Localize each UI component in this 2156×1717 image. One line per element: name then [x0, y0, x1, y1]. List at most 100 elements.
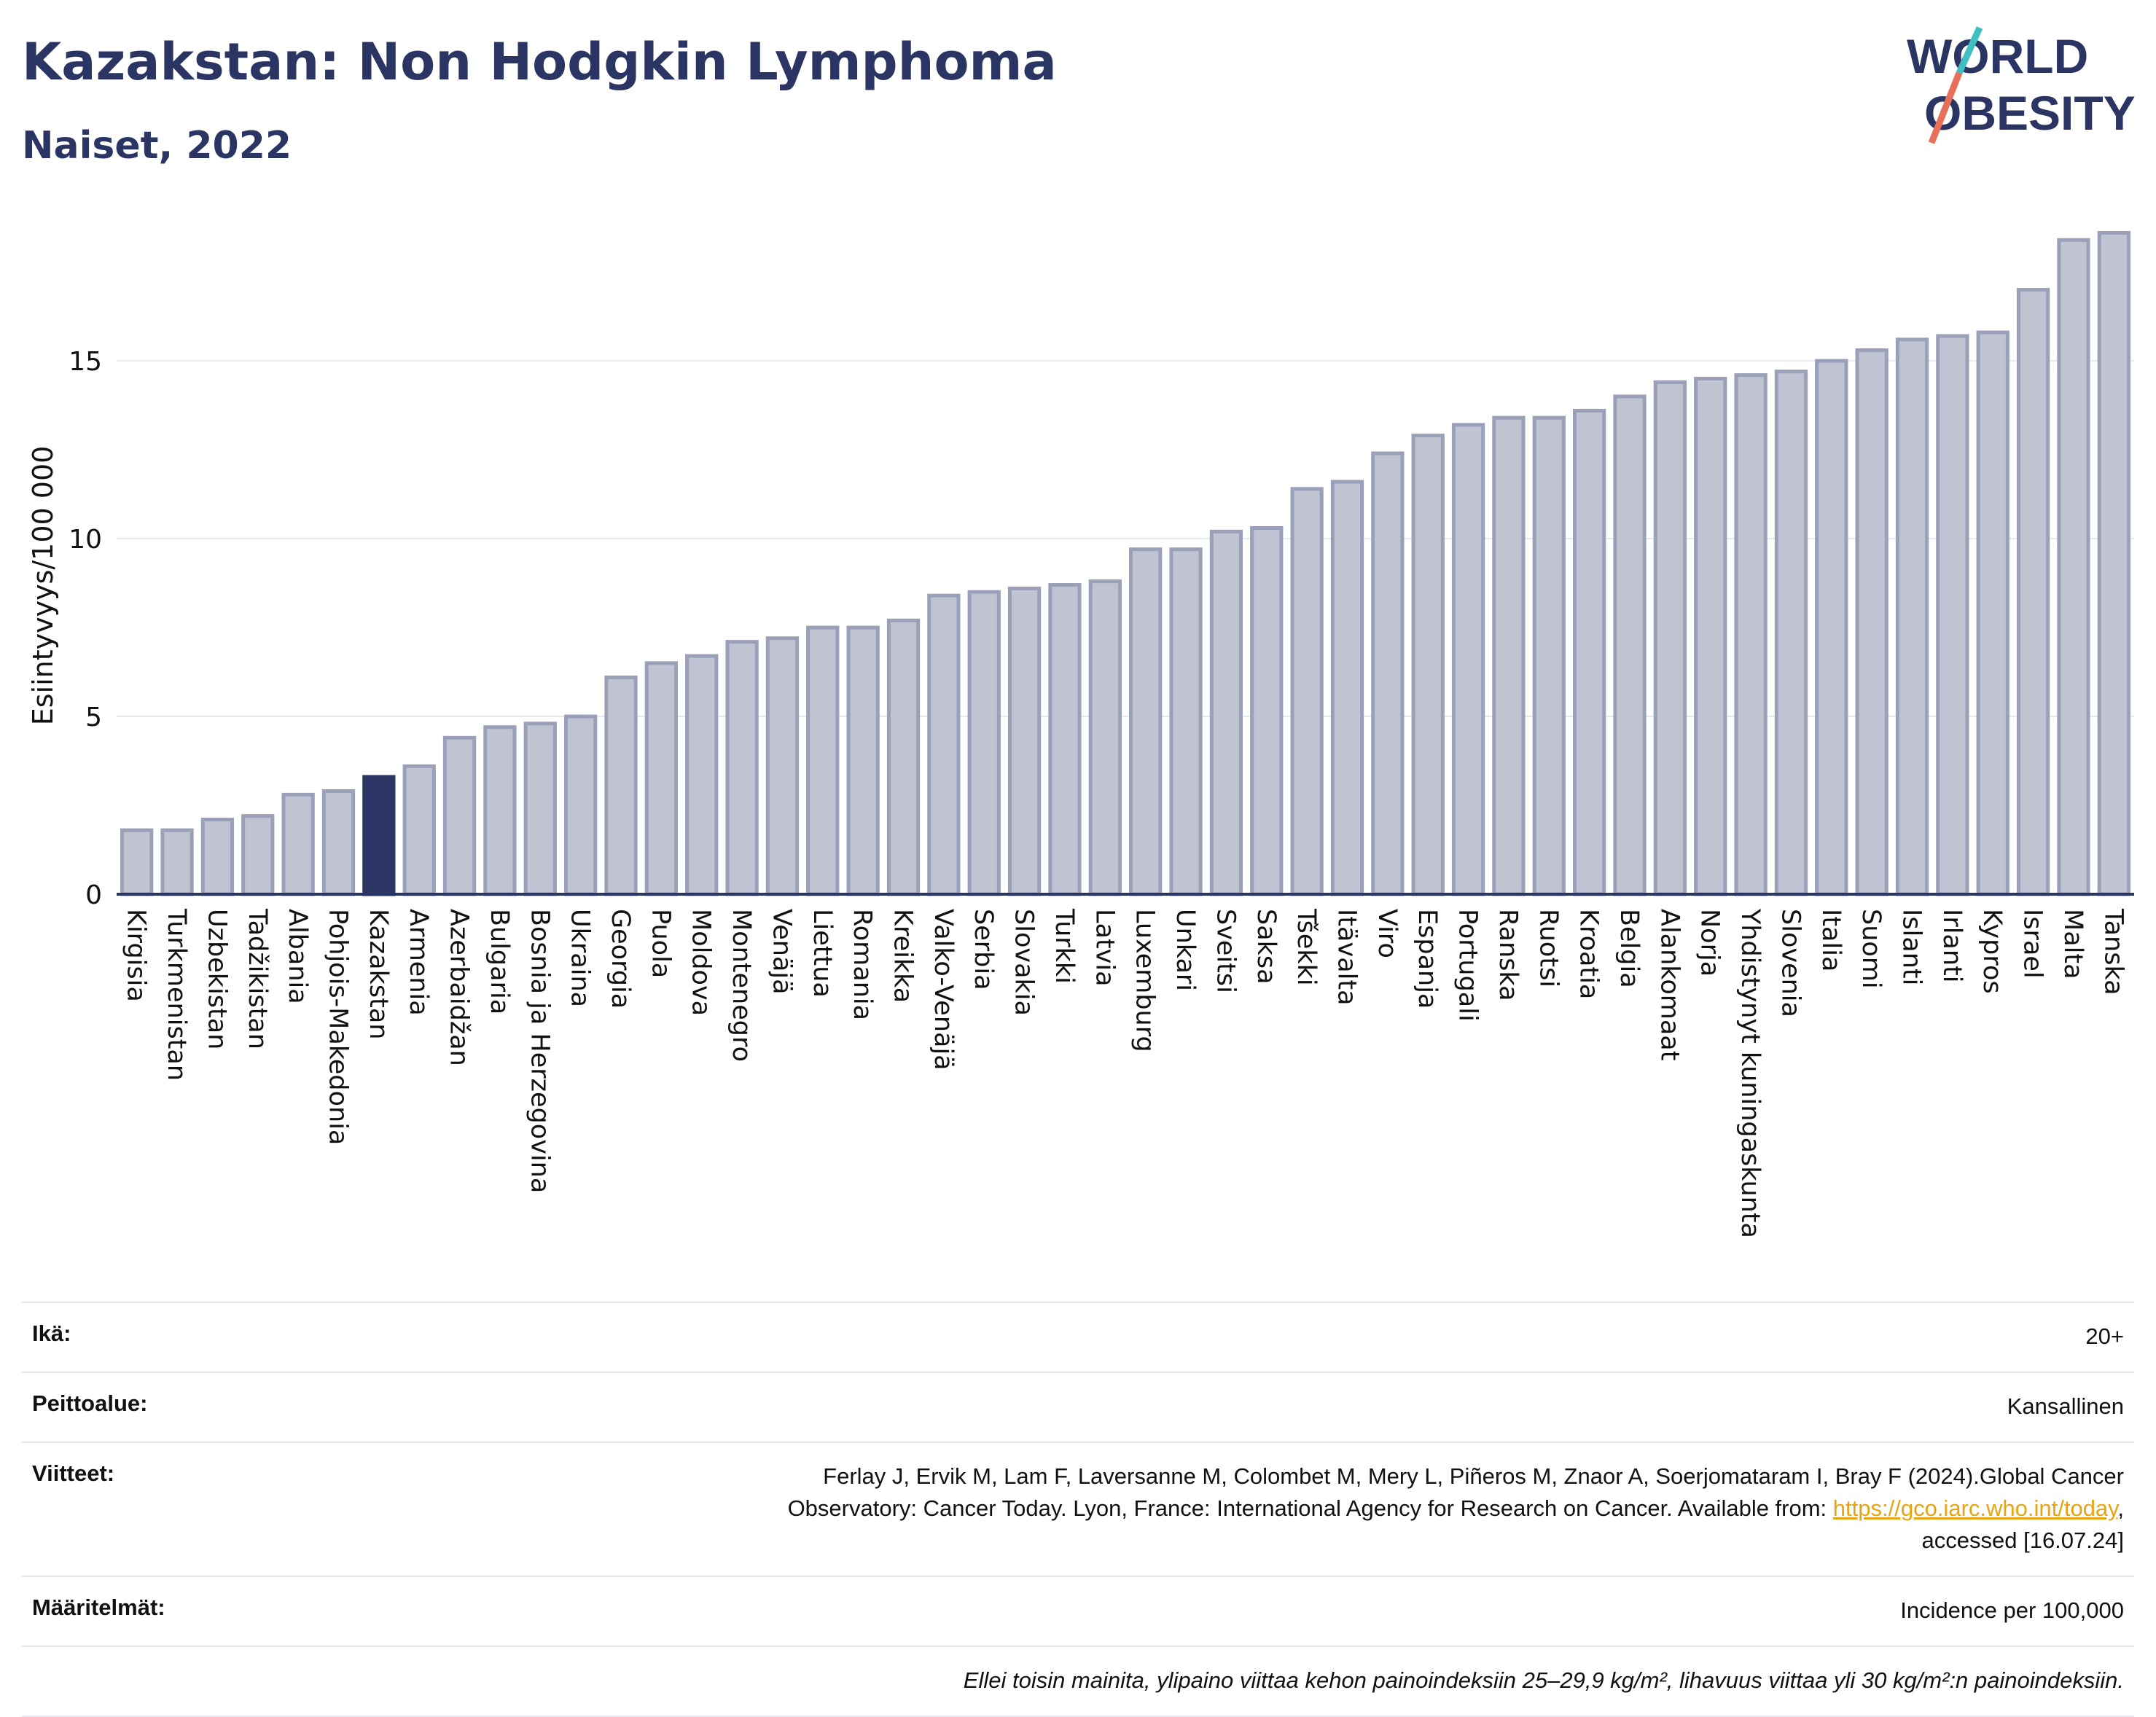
bar-uzbekistan[interactable]: [200, 818, 235, 896]
references-value: Ferlay J, Ervik M, Lam F, Laversanne M, …: [788, 1460, 2124, 1557]
metadata-table: Ikä: 20+ Peittoalue: Kansallinen Viittee…: [22, 1302, 2134, 1717]
coverage-label: Peittoalue:: [32, 1391, 148, 1416]
bar-albania[interactable]: [281, 792, 315, 896]
x-tick-label: Moldova: [687, 909, 716, 1016]
x-tick-label: Israel: [2018, 909, 2047, 979]
bar-armenia[interactable]: [402, 764, 436, 896]
x-tick-label: Itävalta: [1332, 909, 1361, 1006]
bar-norja[interactable]: [1694, 377, 1727, 896]
logo-line1: WORLD: [1907, 29, 2088, 83]
bar-romania[interactable]: [846, 625, 880, 896]
x-tick-label: Serbia: [969, 909, 998, 990]
x-tick-label: Kreikka: [888, 909, 918, 1003]
bar-ranska[interactable]: [1492, 415, 1526, 896]
bar-malta[interactable]: [2057, 238, 2090, 896]
x-tick-label: Turkki: [1050, 908, 1079, 984]
x-tick-label: Kroatia: [1574, 909, 1604, 999]
bar-it-valta[interactable]: [1330, 480, 1364, 896]
definitions-label: Määritelmät:: [32, 1595, 165, 1620]
footnote: Ellei toisin mainita, ylipaino viittaa k…: [963, 1667, 2124, 1693]
x-tick-label: Tšekki: [1292, 908, 1321, 986]
y-axis-label: Esiintyvyys/100 000: [27, 446, 59, 726]
y-tick-label: 10: [69, 525, 102, 555]
bar-puola[interactable]: [644, 661, 679, 896]
bar-serbia[interactable]: [967, 590, 1001, 896]
bar-portugali[interactable]: [1451, 423, 1485, 896]
meta-row-coverage: Peittoalue: Kansallinen: [22, 1372, 2134, 1442]
references-link[interactable]: https://gco.iarc.who.int/today: [1832, 1495, 2118, 1521]
bar-tanska[interactable]: [2097, 231, 2130, 896]
x-tick-label: Kazakstan: [364, 909, 393, 1039]
x-tick-label: Italia: [1816, 909, 1846, 971]
x-tick-label: Yhdistynyt kuningaskunta: [1735, 908, 1765, 1238]
bar-yhdistynyt-kuningaskunta[interactable]: [1734, 373, 1768, 896]
x-tick-label: Portugali: [1453, 909, 1483, 1022]
bar-slovakia[interactable]: [1007, 586, 1042, 896]
x-tick-label: Irlanti: [1937, 909, 1966, 983]
bar-liettua[interactable]: [806, 625, 840, 896]
bar-ven-j-[interactable]: [765, 636, 800, 896]
bar-islanti[interactable]: [1895, 337, 1929, 896]
x-tick-label: Kypros: [1977, 909, 2007, 994]
bar-suomi[interactable]: [1855, 348, 1889, 896]
bar-saksa[interactable]: [1250, 525, 1284, 896]
bar-turkki[interactable]: [1048, 583, 1082, 896]
x-tick-label: Latvia: [1090, 909, 1119, 987]
page-title: Kazakstan: Non Hodgkin Lymphoma: [22, 32, 1057, 92]
bar-azerbaid-an[interactable]: [442, 735, 477, 896]
logo-slash-top: [1956, 26, 1983, 74]
bar-ruotsi[interactable]: [1532, 415, 1566, 896]
x-tick-label: Malta: [2058, 909, 2087, 979]
bar-turkmenistan[interactable]: [160, 828, 194, 896]
references-line2-end: ,: [2117, 1495, 2124, 1521]
references-line2: Observatory: Cancer Today. Lyon, France:…: [787, 1495, 1833, 1521]
bar-sveitsi[interactable]: [1209, 529, 1243, 896]
bar-kreikka[interactable]: [886, 618, 921, 896]
bar-espanja[interactable]: [1411, 434, 1445, 896]
bar-alankomaat[interactable]: [1653, 380, 1687, 896]
y-tick-label: 0: [85, 880, 102, 910]
x-tick-label: Kirgisia: [122, 909, 151, 1002]
meta-row-note: Ellei toisin mainita, ylipaino viittaa k…: [22, 1646, 2134, 1717]
bar-ukraina[interactable]: [563, 714, 598, 896]
coverage-value: Kansallinen: [2007, 1393, 2124, 1419]
bar-italia[interactable]: [1815, 359, 1848, 896]
bar-moldova[interactable]: [685, 654, 719, 896]
logo-slash-bottom: [1928, 71, 1963, 144]
bar-bosnia-ja-herzegovina[interactable]: [523, 721, 557, 896]
bar-israel[interactable]: [2016, 288, 2050, 896]
bar-luxemburg[interactable]: [1129, 547, 1163, 896]
x-tick-label: Viro: [1372, 909, 1402, 958]
x-tick-label: Saksa: [1251, 909, 1281, 985]
bar-viro[interactable]: [1371, 451, 1405, 896]
x-tick-label: Albania: [283, 909, 312, 1004]
references-line3: accessed [16.07.24]: [1921, 1528, 2124, 1553]
x-tick-label: Islanti: [1897, 909, 1926, 985]
bar-kypros[interactable]: [1976, 330, 2009, 896]
bar-slovenia[interactable]: [1774, 369, 1808, 896]
x-tick-label: Espanja: [1413, 909, 1442, 1009]
bar-t-ekki[interactable]: [1290, 487, 1324, 896]
bar-valko-ven-j-[interactable]: [927, 593, 961, 896]
bar-montenegro[interactable]: [725, 640, 759, 896]
bar-latvia[interactable]: [1088, 579, 1122, 896]
bar-kirgisia[interactable]: [120, 828, 154, 896]
x-tick-label: Turkmenistan: [162, 908, 191, 1081]
bar-bulgaria[interactable]: [483, 725, 517, 896]
bar-tad-ikistan[interactable]: [241, 814, 275, 896]
y-tick-label: 15: [69, 347, 102, 377]
bar-pohjois-makedonia[interactable]: [321, 789, 356, 896]
x-tick-label: Georgia: [606, 909, 635, 1009]
bar-irlanti[interactable]: [1936, 334, 1969, 896]
logo-line2: OBESITY: [1924, 86, 2136, 140]
bar-belgia[interactable]: [1613, 394, 1647, 896]
references-line1: Ferlay J, Ervik M, Lam F, Laversanne M, …: [823, 1463, 2124, 1489]
bar-unkari[interactable]: [1169, 547, 1203, 896]
bar-kazakstan[interactable]: [362, 775, 396, 896]
bar-kroatia[interactable]: [1572, 408, 1606, 896]
x-tick-label: Belgia: [1614, 909, 1644, 988]
age-value: 20+: [2085, 1323, 2124, 1349]
x-tick-label: Ukraina: [566, 909, 595, 1007]
x-tick-label: Liettua: [808, 909, 837, 998]
bar-georgia[interactable]: [604, 675, 638, 896]
